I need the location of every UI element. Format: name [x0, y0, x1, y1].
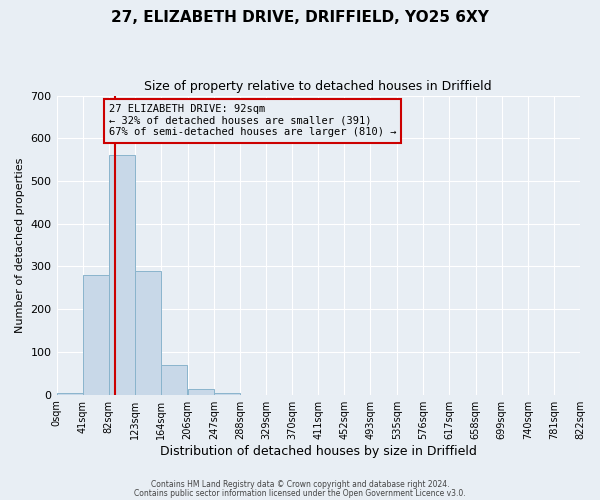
Text: 27, ELIZABETH DRIVE, DRIFFIELD, YO25 6XY: 27, ELIZABETH DRIVE, DRIFFIELD, YO25 6XY: [111, 10, 489, 25]
Text: Contains HM Land Registry data © Crown copyright and database right 2024.: Contains HM Land Registry data © Crown c…: [151, 480, 449, 489]
Text: Contains public sector information licensed under the Open Government Licence v3: Contains public sector information licen…: [134, 488, 466, 498]
Title: Size of property relative to detached houses in Driffield: Size of property relative to detached ho…: [145, 80, 492, 93]
Bar: [214, 392, 240, 394]
Bar: [109, 156, 135, 394]
Bar: [188, 389, 214, 394]
Bar: [83, 275, 109, 394]
Bar: [135, 271, 161, 394]
Bar: [56, 392, 83, 394]
Y-axis label: Number of detached properties: Number of detached properties: [15, 158, 25, 333]
Text: 27 ELIZABETH DRIVE: 92sqm
← 32% of detached houses are smaller (391)
67% of semi: 27 ELIZABETH DRIVE: 92sqm ← 32% of detac…: [109, 104, 396, 138]
X-axis label: Distribution of detached houses by size in Driffield: Distribution of detached houses by size …: [160, 444, 477, 458]
Bar: [161, 365, 187, 394]
